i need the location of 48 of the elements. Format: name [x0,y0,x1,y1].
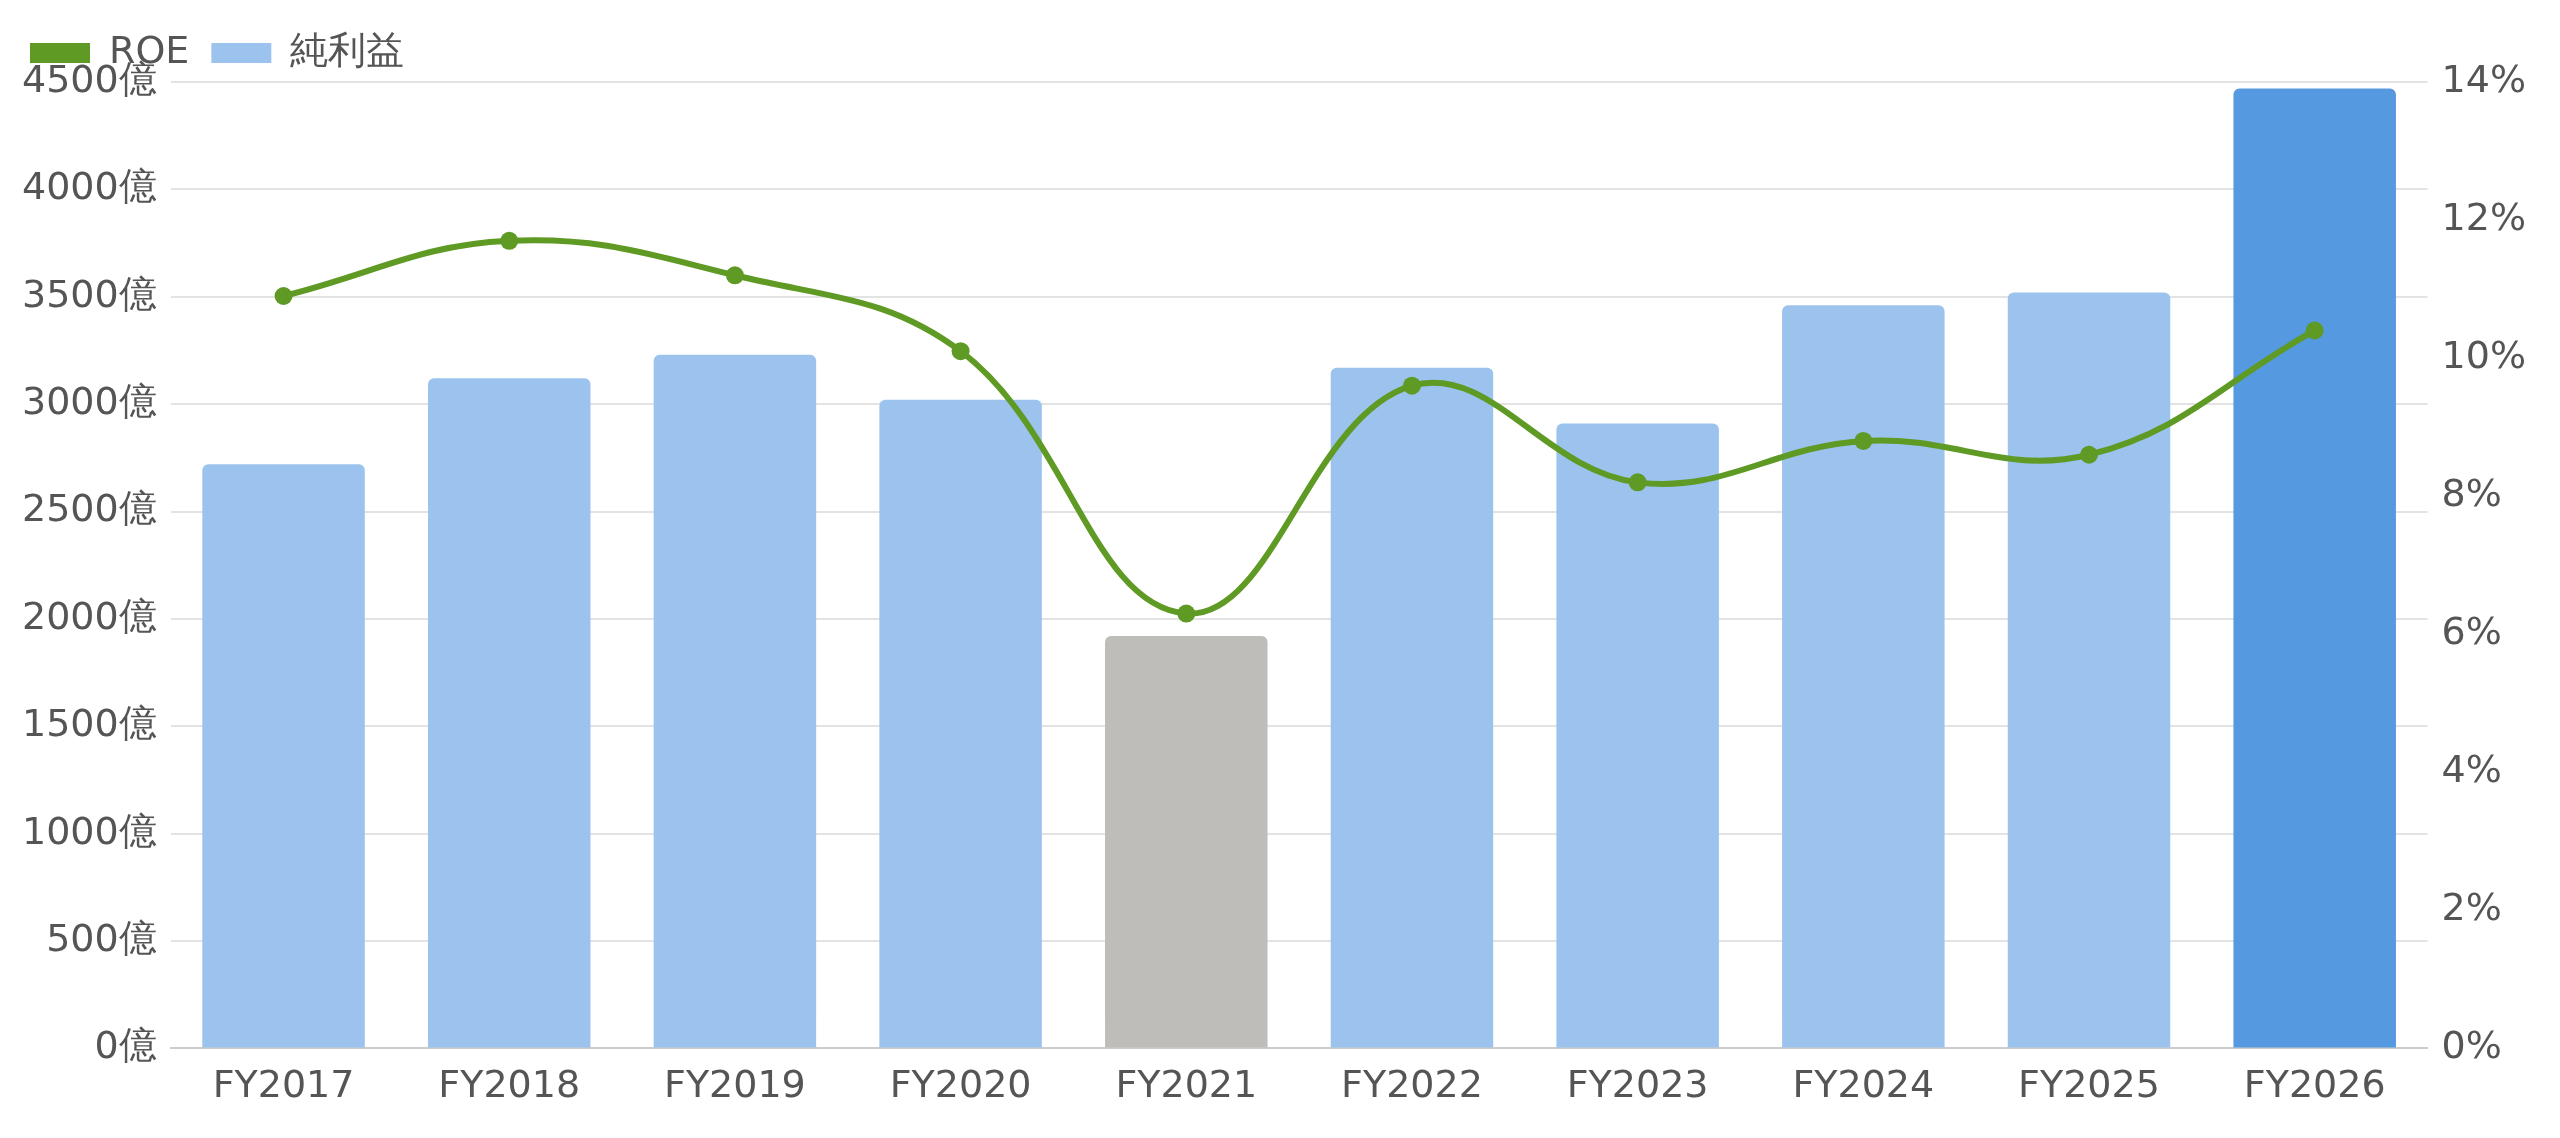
x-tick-label: FY2019 [664,1062,806,1107]
point [1628,473,1647,492]
y-tick-label: 1500億 [21,701,157,746]
legend-label: 純利益 [290,27,405,72]
y-tick-label: 4000億 [21,164,157,209]
y-tick-label: 2000億 [21,593,157,638]
y2-tick-label: 2% [2441,885,2502,930]
y2-tick-label: 6% [2441,609,2502,654]
point [2305,321,2324,340]
point [500,231,519,250]
bar [2233,88,2396,1048]
x-tick-label: FY2023 [1566,1062,1709,1107]
y-tick-label: 3000億 [21,379,157,424]
bar [427,378,591,1048]
point [725,266,744,285]
point [1402,376,1421,395]
bar [1330,367,1494,1048]
bar [879,399,1042,1048]
x-tick-label: FY2017 [212,1062,355,1107]
x-tick-label: FY2020 [889,1062,1032,1107]
point [2080,445,2099,464]
y-tick-label: 3500億 [21,271,157,316]
x-tick-label: FY2022 [1341,1062,1483,1107]
point [1177,604,1196,623]
bar [653,354,817,1048]
x-tick-label: FY2024 [1792,1062,1935,1107]
x-tick-label: FY2021 [1115,1062,1258,1107]
point [274,286,293,305]
y-tick-label: 1000億 [21,808,157,853]
y2-tick-label: 14% [2441,56,2527,101]
x-tick-label: FY2025 [2018,1062,2160,1107]
bar [1556,423,1719,1048]
bar [1105,636,1268,1048]
y2-tick-label: 4% [2441,747,2502,792]
y2-tick-label: 8% [2441,471,2502,516]
y2-tick-label: 0% [2441,1023,2502,1068]
x-tick-label: FY2026 [2243,1062,2386,1107]
x-tick-label: FY2018 [438,1062,581,1107]
y-tick-label: 2500億 [21,486,157,531]
point [951,342,970,361]
bar [2007,292,2171,1048]
y-tick-label: 0億 [94,1023,157,1068]
y-tick-label: 500億 [46,915,157,960]
y2-tick-label: 10% [2441,332,2527,377]
y2-tick-label: 12% [2441,194,2527,239]
point [1854,431,1873,450]
bar [1782,305,1945,1048]
bar [202,464,365,1048]
